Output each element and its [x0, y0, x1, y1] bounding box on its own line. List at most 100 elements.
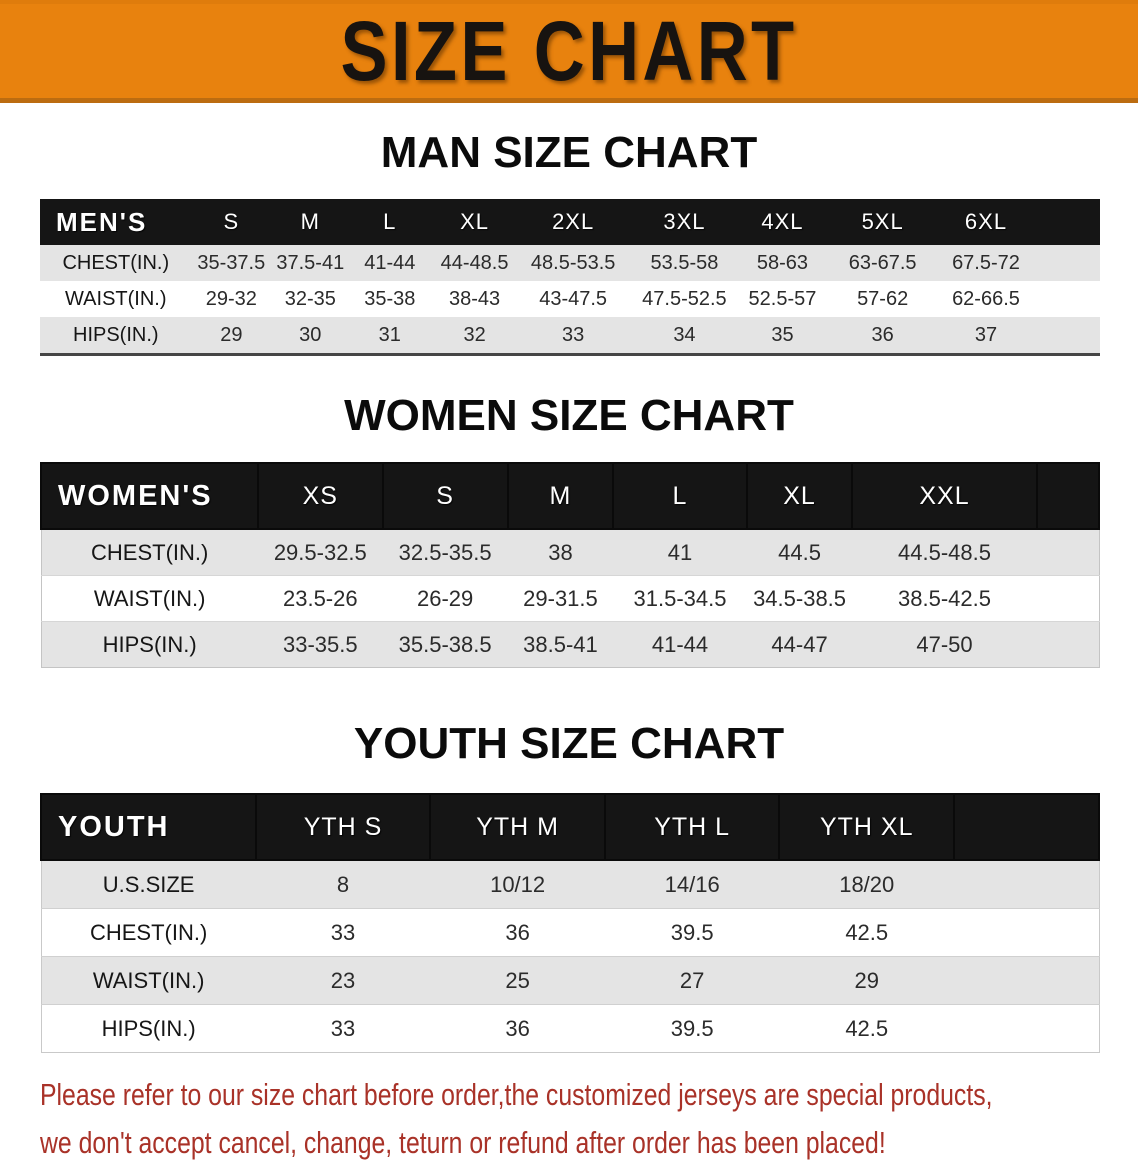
- size-value-cell: 18/20: [779, 859, 955, 909]
- table-row: WAIST(IN.) 29-32 32-35 35-38 38-43 43-47.5 47.…: [40, 281, 1100, 317]
- size-value-cell: 36: [430, 908, 605, 957]
- table-group-label: YOUTH: [40, 793, 257, 861]
- row-label: HIPS(IN.): [41, 1004, 256, 1053]
- size-column-header: YTH XL: [778, 793, 956, 861]
- filler-cell: [954, 908, 1099, 957]
- size-column-header: XL: [745, 462, 854, 530]
- size-value-cell: 29: [191, 317, 272, 355]
- size-value-cell: 33: [519, 317, 628, 355]
- size-column-header: 3XL: [627, 199, 742, 245]
- size-value-cell: 39.5: [604, 1004, 780, 1053]
- table-row: WAIST(IN.) 23 25 27 29: [41, 956, 1099, 1005]
- size-value-cell: 30: [271, 317, 350, 355]
- size-value-cell: 42.5: [779, 908, 955, 957]
- table-row: WAIST(IN.) 23.5-26 26-29 29-31.5 31.5-34.5 34…: [41, 575, 1099, 622]
- youth-section-heading: YOUTH SIZE CHART: [353, 719, 785, 768]
- header-row: WOMEN'S XS S M L XL XXL: [40, 462, 1101, 530]
- row-label: HIPS(IN.): [40, 317, 192, 355]
- filler-cell: [1029, 245, 1100, 281]
- size-column-header: YTH M: [429, 793, 606, 861]
- disclaimer-line: Please refer to our size chart before or…: [40, 1077, 993, 1112]
- size-value-cell: 36: [823, 317, 942, 355]
- size-value-cell: 62-66.5: [942, 281, 1030, 317]
- size-chart-banner: SIZE CHART: [0, 0, 1138, 103]
- size-value-cell: 63-67.5: [823, 245, 942, 281]
- size-column-header: S: [381, 462, 509, 530]
- size-value-cell: 32.5-35.5: [382, 528, 508, 576]
- women-section-heading: WOMEN SIZE CHART: [344, 391, 794, 440]
- filler-cell: [1035, 462, 1101, 530]
- row-label: CHEST(IN.): [40, 245, 192, 281]
- size-value-cell: 8: [255, 859, 431, 909]
- table-row: HIPS(IN.) 33 36 39.5 42.5: [41, 1004, 1099, 1053]
- size-value-cell: 47.5-52.5: [627, 281, 742, 317]
- size-value-cell: 41: [613, 528, 747, 576]
- filler-cell: [1029, 317, 1100, 355]
- row-label: CHEST(IN.): [41, 908, 256, 957]
- size-value-cell: 35.5-38.5: [382, 621, 508, 668]
- table-row: HIPS(IN.) 33-35.5 35.5-38.5 38.5-41 41-44 44-…: [41, 621, 1099, 668]
- size-column-header: 2XL: [519, 199, 628, 245]
- youth-table: YOUTH YTH S YTH M YTH L YTH XL U.S.SIZE 8 10/12…: [40, 793, 1100, 1053]
- size-value-cell: 34: [627, 317, 742, 355]
- size-value-cell: 32-35: [271, 281, 350, 317]
- size-column-header: M: [271, 199, 350, 245]
- size-column-header: L: [349, 199, 431, 245]
- size-value-cell: 48.5-53.5: [519, 245, 628, 281]
- size-value-cell: 52.5-57: [741, 281, 824, 317]
- size-value-cell: 47-50: [852, 621, 1037, 668]
- size-value-cell: 37: [942, 317, 1030, 355]
- size-value-cell: 35: [741, 317, 824, 355]
- size-value-cell: 33-35.5: [257, 621, 383, 668]
- size-column-header: XXL: [851, 462, 1038, 530]
- size-column-header: M: [506, 462, 615, 530]
- size-value-cell: 44-48.5: [430, 245, 520, 281]
- women-size-table: WOMEN'S XS S M L XL XXL CHEST(IN.) 29.5-32.5 32.5…: [40, 462, 1101, 668]
- size-value-cell: 38-43: [430, 281, 520, 317]
- men-size-table: MEN'S S M L XL 2XL 3XL 4XL 5XL 6XL CHEST(IN.) 35-37…: [40, 199, 1100, 356]
- size-value-cell: 29: [779, 956, 955, 1005]
- table-group-label: WOMEN'S: [40, 462, 259, 530]
- size-column-header: 4XL: [741, 199, 824, 245]
- size-value-cell: 35-37.5: [191, 245, 272, 281]
- banner-title: SIZE CHART: [340, 4, 798, 98]
- size-value-cell: 43-47.5: [519, 281, 628, 317]
- order-disclaimer: Please refer to our size chart before or…: [40, 1071, 1138, 1167]
- row-label: U.S.SIZE: [41, 859, 256, 909]
- size-value-cell: 31.5-34.5: [613, 575, 747, 622]
- size-value-cell: 29.5-32.5: [257, 528, 383, 576]
- size-value-cell: 38.5-42.5: [852, 575, 1037, 622]
- size-column-header: S: [191, 199, 272, 245]
- filler-cell: [953, 793, 1100, 861]
- size-value-cell: 58-63: [741, 245, 824, 281]
- size-value-cell: 10/12: [430, 859, 605, 909]
- row-label: WAIST(IN.): [40, 281, 192, 317]
- youth-size-table: YOUTH YTH S YTH M YTH L YTH XL U.S.SIZE 8 10/12…: [40, 793, 1100, 1053]
- size-value-cell: 31: [349, 317, 431, 355]
- size-value-cell: 34.5-38.5: [746, 575, 853, 622]
- size-value-cell: 67.5-72: [942, 245, 1030, 281]
- filler-cell: [1029, 281, 1100, 317]
- size-value-cell: 35-38: [349, 281, 431, 317]
- filler-cell: [1029, 199, 1100, 245]
- table-row: CHEST(IN.) 35-37.5 37.5-41 41-44 44-48.5 48.5…: [40, 245, 1100, 281]
- size-column-header: YTH S: [254, 793, 432, 861]
- size-value-cell: 44.5-48.5: [852, 528, 1037, 576]
- size-value-cell: 38.5-41: [507, 621, 614, 668]
- size-value-cell: 29-32: [191, 281, 272, 317]
- header-row: MEN'S S M L XL 2XL 3XL 4XL 5XL 6XL: [40, 199, 1100, 245]
- size-column-header: 6XL: [942, 199, 1030, 245]
- men-table: MEN'S S M L XL 2XL 3XL 4XL 5XL 6XL CHEST(IN.) 35-37…: [40, 199, 1100, 356]
- size-value-cell: 36: [430, 1004, 605, 1053]
- size-value-cell: 41-44: [613, 621, 747, 668]
- table-row: CHEST(IN.) 33 36 39.5 42.5: [41, 908, 1099, 957]
- size-column-header: L: [612, 462, 748, 530]
- filler-cell: [954, 859, 1099, 909]
- row-label: HIPS(IN.): [41, 621, 258, 668]
- filler-cell: [1036, 621, 1099, 668]
- size-value-cell: 37.5-41: [271, 245, 350, 281]
- size-value-cell: 33: [255, 908, 431, 957]
- men-section-heading: MAN SIZE CHART: [380, 128, 758, 177]
- size-value-cell: 44.5: [746, 528, 853, 576]
- size-value-cell: 29-31.5: [507, 575, 614, 622]
